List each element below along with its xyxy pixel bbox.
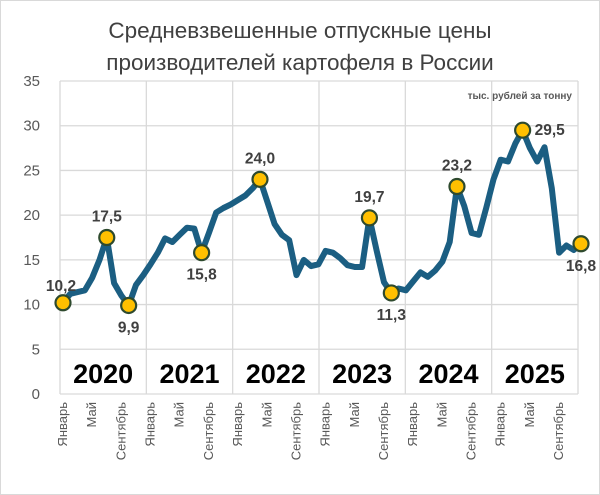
x-tick-label: Январь	[143, 402, 158, 447]
data-label: 11,3	[377, 307, 407, 324]
x-tick-label: Май	[84, 402, 99, 427]
data-label: 10,2	[46, 278, 76, 295]
y-tick-label: 0	[32, 386, 40, 403]
x-tick-label: Сентябрь	[464, 402, 479, 460]
highlight-marker	[514, 121, 532, 139]
y-tick-label: 5	[32, 341, 40, 358]
x-tick-label: Май	[522, 402, 537, 427]
x-tick-label: Сентябрь	[288, 402, 303, 460]
highlight-marker	[98, 228, 116, 247]
x-tick-label: Январь	[55, 402, 70, 447]
year-label: 2021	[159, 359, 219, 389]
data-label: 24,0	[245, 150, 275, 167]
data-label: 9,9	[118, 319, 140, 336]
unit-label: тыс. рублей за тонну	[468, 90, 573, 102]
x-tick-label: Сентябрь	[551, 402, 566, 460]
data-label: 29,5	[535, 122, 566, 139]
x-tick-label: Сентябрь	[201, 402, 216, 460]
highlight-marker	[54, 294, 72, 312]
data-label: 16,8	[566, 258, 597, 275]
highlight-marker	[382, 284, 400, 302]
data-label: 23,2	[442, 158, 472, 175]
x-tick-label: Май	[259, 402, 274, 427]
x-tick-label: Сентябрь	[113, 402, 128, 460]
chart-title-line-2: производителей картофеля в России	[106, 50, 493, 75]
x-tick-label: Январь	[493, 402, 508, 447]
y-axis-ticks: 0 5 10 15 20 25 30 35	[23, 73, 40, 403]
data-label: 19,7	[354, 189, 384, 206]
gridlines	[59, 80, 579, 395]
highlight-marker	[448, 177, 466, 196]
data-label: 15,8	[187, 267, 218, 284]
y-tick-label: 10	[23, 297, 40, 314]
x-tick-label: Сентябрь	[376, 402, 391, 460]
highlight-marker	[251, 170, 269, 188]
y-tick-label: 15	[23, 252, 40, 269]
chart-title-line-1: Средневзвешенные отпускные цены	[108, 18, 491, 43]
highlight-marker	[120, 296, 138, 315]
year-label: 2022	[246, 359, 306, 389]
x-tick-label: Январь	[405, 402, 420, 447]
x-tick-label: Январь	[318, 402, 333, 447]
highlight-marker	[360, 209, 379, 227]
year-label: 2020	[73, 359, 133, 389]
year-label: 2023	[332, 359, 392, 389]
highlight-marker	[193, 244, 211, 262]
y-tick-label: 35	[23, 73, 40, 90]
y-tick-label: 25	[23, 162, 40, 179]
x-tick-label: Январь	[230, 402, 245, 447]
year-label: 2025	[505, 359, 565, 389]
highlight-marker	[572, 235, 590, 253]
x-tick-label: Май	[347, 402, 362, 427]
y-tick-label: 30	[23, 118, 40, 135]
series-line	[60, 127, 584, 309]
x-tick-label: Май	[434, 402, 449, 427]
highlight-markers: 10,2 17,5 9,9 15,8 24,0 19,7 11,3 23,2 29,5 16,8	[46, 121, 597, 336]
data-label: 17,5	[92, 209, 123, 226]
year-label: 2024	[418, 359, 478, 389]
x-axis-ticks: Январь Май Сентябрь Январь Май Сентябрь Январь…	[55, 402, 566, 460]
year-labels: 2020 2021 2022 2023 2024 2025	[73, 359, 565, 389]
x-tick-label: Май	[172, 402, 187, 427]
y-tick-label: 20	[23, 207, 40, 224]
